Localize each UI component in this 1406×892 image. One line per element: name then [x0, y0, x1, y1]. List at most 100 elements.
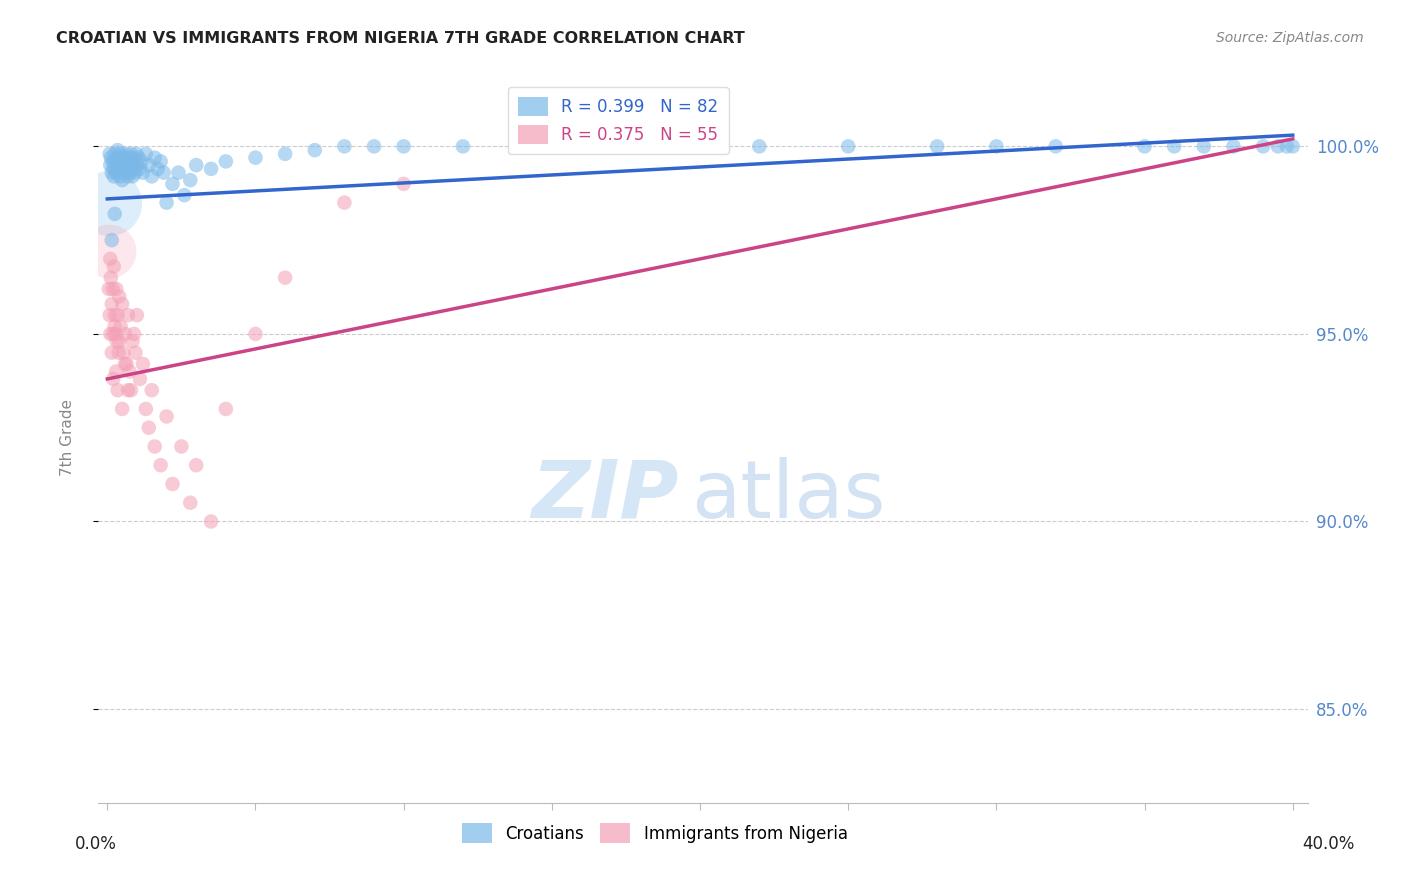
Point — [186, 158, 208, 172]
Point — [179, 173, 201, 187]
Point — [152, 166, 174, 180]
Point — [392, 139, 415, 153]
Point — [111, 151, 134, 165]
Point — [111, 401, 134, 416]
Point — [108, 289, 131, 303]
Point — [98, 252, 121, 266]
Point — [124, 345, 146, 359]
Point — [100, 233, 122, 247]
Point — [115, 158, 138, 172]
Point — [100, 297, 122, 311]
Point — [131, 154, 153, 169]
Point — [245, 151, 267, 165]
Point — [110, 319, 132, 334]
Point — [155, 195, 177, 210]
Point — [104, 147, 127, 161]
Point — [100, 270, 122, 285]
Y-axis label: 7th Grade: 7th Grade — [60, 399, 75, 475]
Point — [108, 154, 131, 169]
Point — [112, 161, 135, 176]
Point — [149, 154, 172, 169]
Point — [105, 364, 128, 378]
Point — [146, 161, 169, 176]
Point — [1222, 139, 1244, 153]
Point — [127, 151, 149, 165]
Point — [125, 147, 148, 161]
Text: 0.0%: 0.0% — [75, 835, 117, 853]
Point — [132, 357, 155, 371]
Point — [748, 139, 770, 153]
Point — [120, 166, 142, 180]
Text: CROATIAN VS IMMIGRANTS FROM NIGERIA 7TH GRADE CORRELATION CHART: CROATIAN VS IMMIGRANTS FROM NIGERIA 7TH … — [56, 31, 745, 46]
Point — [167, 166, 190, 180]
Point — [1045, 139, 1067, 153]
Point — [245, 326, 267, 341]
Point — [104, 308, 127, 322]
Point — [107, 345, 129, 359]
Point — [149, 458, 172, 473]
Point — [105, 151, 128, 165]
Point — [97, 282, 120, 296]
Point — [162, 477, 184, 491]
Point — [101, 282, 124, 296]
Point — [114, 326, 136, 341]
Point — [1163, 139, 1185, 153]
Point — [114, 147, 136, 161]
Point — [1281, 139, 1303, 153]
Point — [98, 308, 121, 322]
Point — [101, 154, 124, 169]
Point — [333, 139, 356, 153]
Point — [100, 345, 122, 359]
Point — [186, 458, 208, 473]
Point — [107, 143, 129, 157]
Point — [1133, 139, 1156, 153]
Point — [122, 161, 145, 176]
Point — [392, 177, 415, 191]
Point — [117, 169, 139, 184]
Point — [117, 151, 139, 165]
Point — [124, 154, 146, 169]
Point — [121, 169, 143, 184]
Point — [1275, 139, 1298, 153]
Point — [155, 409, 177, 424]
Point — [135, 147, 157, 161]
Point — [103, 372, 125, 386]
Point — [105, 282, 128, 296]
Point — [138, 420, 160, 434]
Point — [125, 308, 148, 322]
Point — [110, 147, 132, 161]
Point — [121, 334, 143, 349]
Point — [141, 383, 163, 397]
Point — [111, 173, 134, 187]
Point — [1192, 139, 1215, 153]
Point — [1251, 139, 1274, 153]
Point — [98, 147, 121, 161]
Point — [333, 195, 356, 210]
Point — [112, 345, 135, 359]
Point — [98, 158, 121, 172]
Point — [162, 177, 184, 191]
Text: Source: ZipAtlas.com: Source: ZipAtlas.com — [1216, 31, 1364, 45]
Point — [103, 260, 125, 274]
Point — [103, 169, 125, 184]
Point — [179, 496, 201, 510]
Point — [132, 166, 155, 180]
Point — [111, 297, 134, 311]
Point — [104, 158, 127, 172]
Point — [118, 161, 141, 176]
Point — [215, 154, 238, 169]
Point — [541, 139, 564, 153]
Point — [107, 161, 129, 176]
Point — [115, 357, 138, 371]
Point — [118, 154, 141, 169]
Point — [124, 166, 146, 180]
Point — [100, 166, 122, 180]
Text: 40.0%: 40.0% — [1302, 835, 1355, 853]
Text: ZIP: ZIP — [531, 457, 679, 534]
Point — [135, 401, 157, 416]
Point — [927, 139, 949, 153]
Point — [117, 383, 139, 397]
Point — [129, 372, 152, 386]
Point — [363, 139, 385, 153]
Point — [103, 161, 125, 176]
